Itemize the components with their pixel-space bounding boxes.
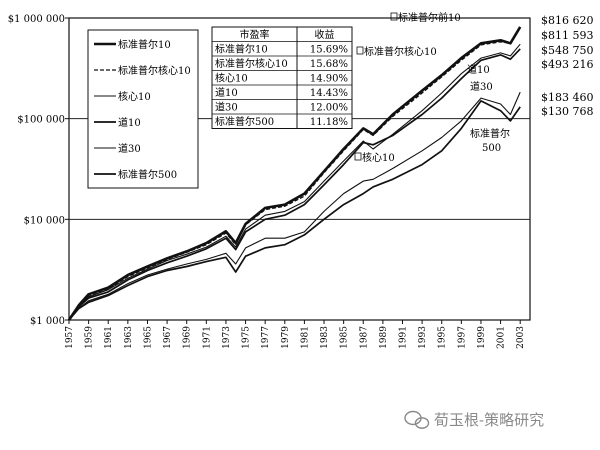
x-tick-label: 1981 <box>300 326 310 349</box>
series-line-4 <box>68 48 521 321</box>
table-cell: 道10 <box>215 86 238 99</box>
x-tick-label: 2001 <box>497 326 507 349</box>
series-annotation: 道10 <box>467 63 490 76</box>
x-tick-label: 1975 <box>242 326 252 349</box>
series-layer <box>67 26 522 321</box>
x-tick-label: 1963 <box>124 326 134 349</box>
legend: 标准普尔10 标准普尔核心10 核心10 道10 道30 标准普尔500 <box>87 29 199 189</box>
table-cell: 15.68% <box>310 59 348 70</box>
series-line-3 <box>68 43 521 321</box>
table-cell: 15.69% <box>310 45 348 56</box>
x-tick-label: 1999 <box>477 326 487 349</box>
legend-label: 道30 <box>118 142 141 155</box>
watermark-text: 荀玉根-策略研究 <box>434 411 544 429</box>
end-value-label: $548 750 <box>541 44 594 57</box>
x-tick-label: 1983 <box>320 326 330 349</box>
y-tick-label: $1 000 <box>30 316 65 327</box>
x-tick-label: 1997 <box>457 326 467 349</box>
annotation-marker <box>354 152 362 161</box>
end-value-label: $811 593 <box>541 29 594 42</box>
x-tick-label: 1967 <box>163 326 173 349</box>
table-cell: 标准普尔10 <box>215 43 268 56</box>
series-annotation: 道30 <box>470 80 493 93</box>
end-value-labels: $816 620 $811 593 $548 750$493 216 $183 460… <box>541 14 594 118</box>
x-tick-label: 1991 <box>398 326 408 349</box>
x-tick-label: 1977 <box>261 326 271 349</box>
table-cell: 道30 <box>215 101 238 114</box>
y-axis: $1 000 $10 000 $100 000 $1 000 000 <box>8 14 69 327</box>
table-cell: 14.90% <box>310 74 348 85</box>
x-tick-label: 1993 <box>418 326 428 349</box>
legend-label: 道10 <box>118 116 141 129</box>
table-cell: 标准普尔核心10 <box>215 57 288 70</box>
end-value-label: $130 768 <box>541 105 594 118</box>
table-header-cell: 收益 <box>315 28 335 41</box>
wechat-icon <box>404 410 430 429</box>
legend-label: 标准普尔500 <box>118 168 177 181</box>
x-tick-label: 1973 <box>222 326 232 349</box>
legend-box <box>87 29 199 189</box>
table-cell: 11.18% <box>310 117 348 128</box>
x-tick-label: 1969 <box>183 326 193 349</box>
series-line-6 <box>68 100 521 321</box>
table-header-cell: 市盈率 <box>240 28 270 41</box>
y-tick-label: $10 000 <box>24 215 65 226</box>
table-cell: 标准普尔500 <box>215 115 274 128</box>
series-annotation: 标准普尔核心10 <box>364 45 437 58</box>
x-tick-label: 2003 <box>516 326 526 349</box>
x-tick-label: 1989 <box>379 326 389 349</box>
table-cell: 12.00% <box>310 103 348 114</box>
table-cell: 14.43% <box>310 88 348 99</box>
series-line-1 <box>67 26 522 321</box>
end-value-label: $493 216 <box>541 58 594 71</box>
y-tick-label: $1 000 000 <box>8 14 65 25</box>
series-annotation: 核心10 <box>362 151 395 164</box>
plot-frame <box>68 17 531 321</box>
annotation-marker <box>356 46 364 55</box>
x-tick-label: 1959 <box>85 326 95 349</box>
series-line-5 <box>68 91 521 321</box>
x-tick-label: 1995 <box>438 326 448 349</box>
plot-border <box>68 17 531 321</box>
legend-label: 核心10 <box>118 90 151 103</box>
series-annotation: 500 <box>482 143 501 154</box>
table-cell: 核心10 <box>215 72 248 85</box>
series-annotations: 标准普尔前10 标准普尔核心10 道10 道30 核心10 标准普尔 500 <box>354 11 510 164</box>
x-tick-label: 1961 <box>104 326 114 349</box>
x-tick-label: 1971 <box>202 326 212 349</box>
x-tick-label: 1965 <box>143 326 153 349</box>
legend-label: 标准普尔10 <box>118 38 171 51</box>
legend-label: 标准普尔核心10 <box>118 64 191 77</box>
x-tick-label: 1979 <box>281 326 291 349</box>
series-annotation: 标准普尔前10 <box>398 11 461 24</box>
x-tick-label: 1985 <box>340 326 350 349</box>
annotation-marker <box>390 12 398 21</box>
table-border <box>211 26 353 129</box>
end-value-label: $816 620 <box>541 14 594 27</box>
series-annotation: 标准普尔 <box>470 127 510 140</box>
x-tick-label: 1957 <box>65 326 75 349</box>
y-tick-label: $100 000 <box>17 115 65 126</box>
x-tick-label: 1987 <box>359 326 369 349</box>
watermark: 荀玉根-策略研究 <box>404 410 544 429</box>
series-line-2 <box>68 26 521 321</box>
end-value-label: $183 460 <box>541 91 594 104</box>
x-axis: 1957 1959 1961 1963 1965 1967 1969 1971 1973 1975… <box>65 320 526 349</box>
